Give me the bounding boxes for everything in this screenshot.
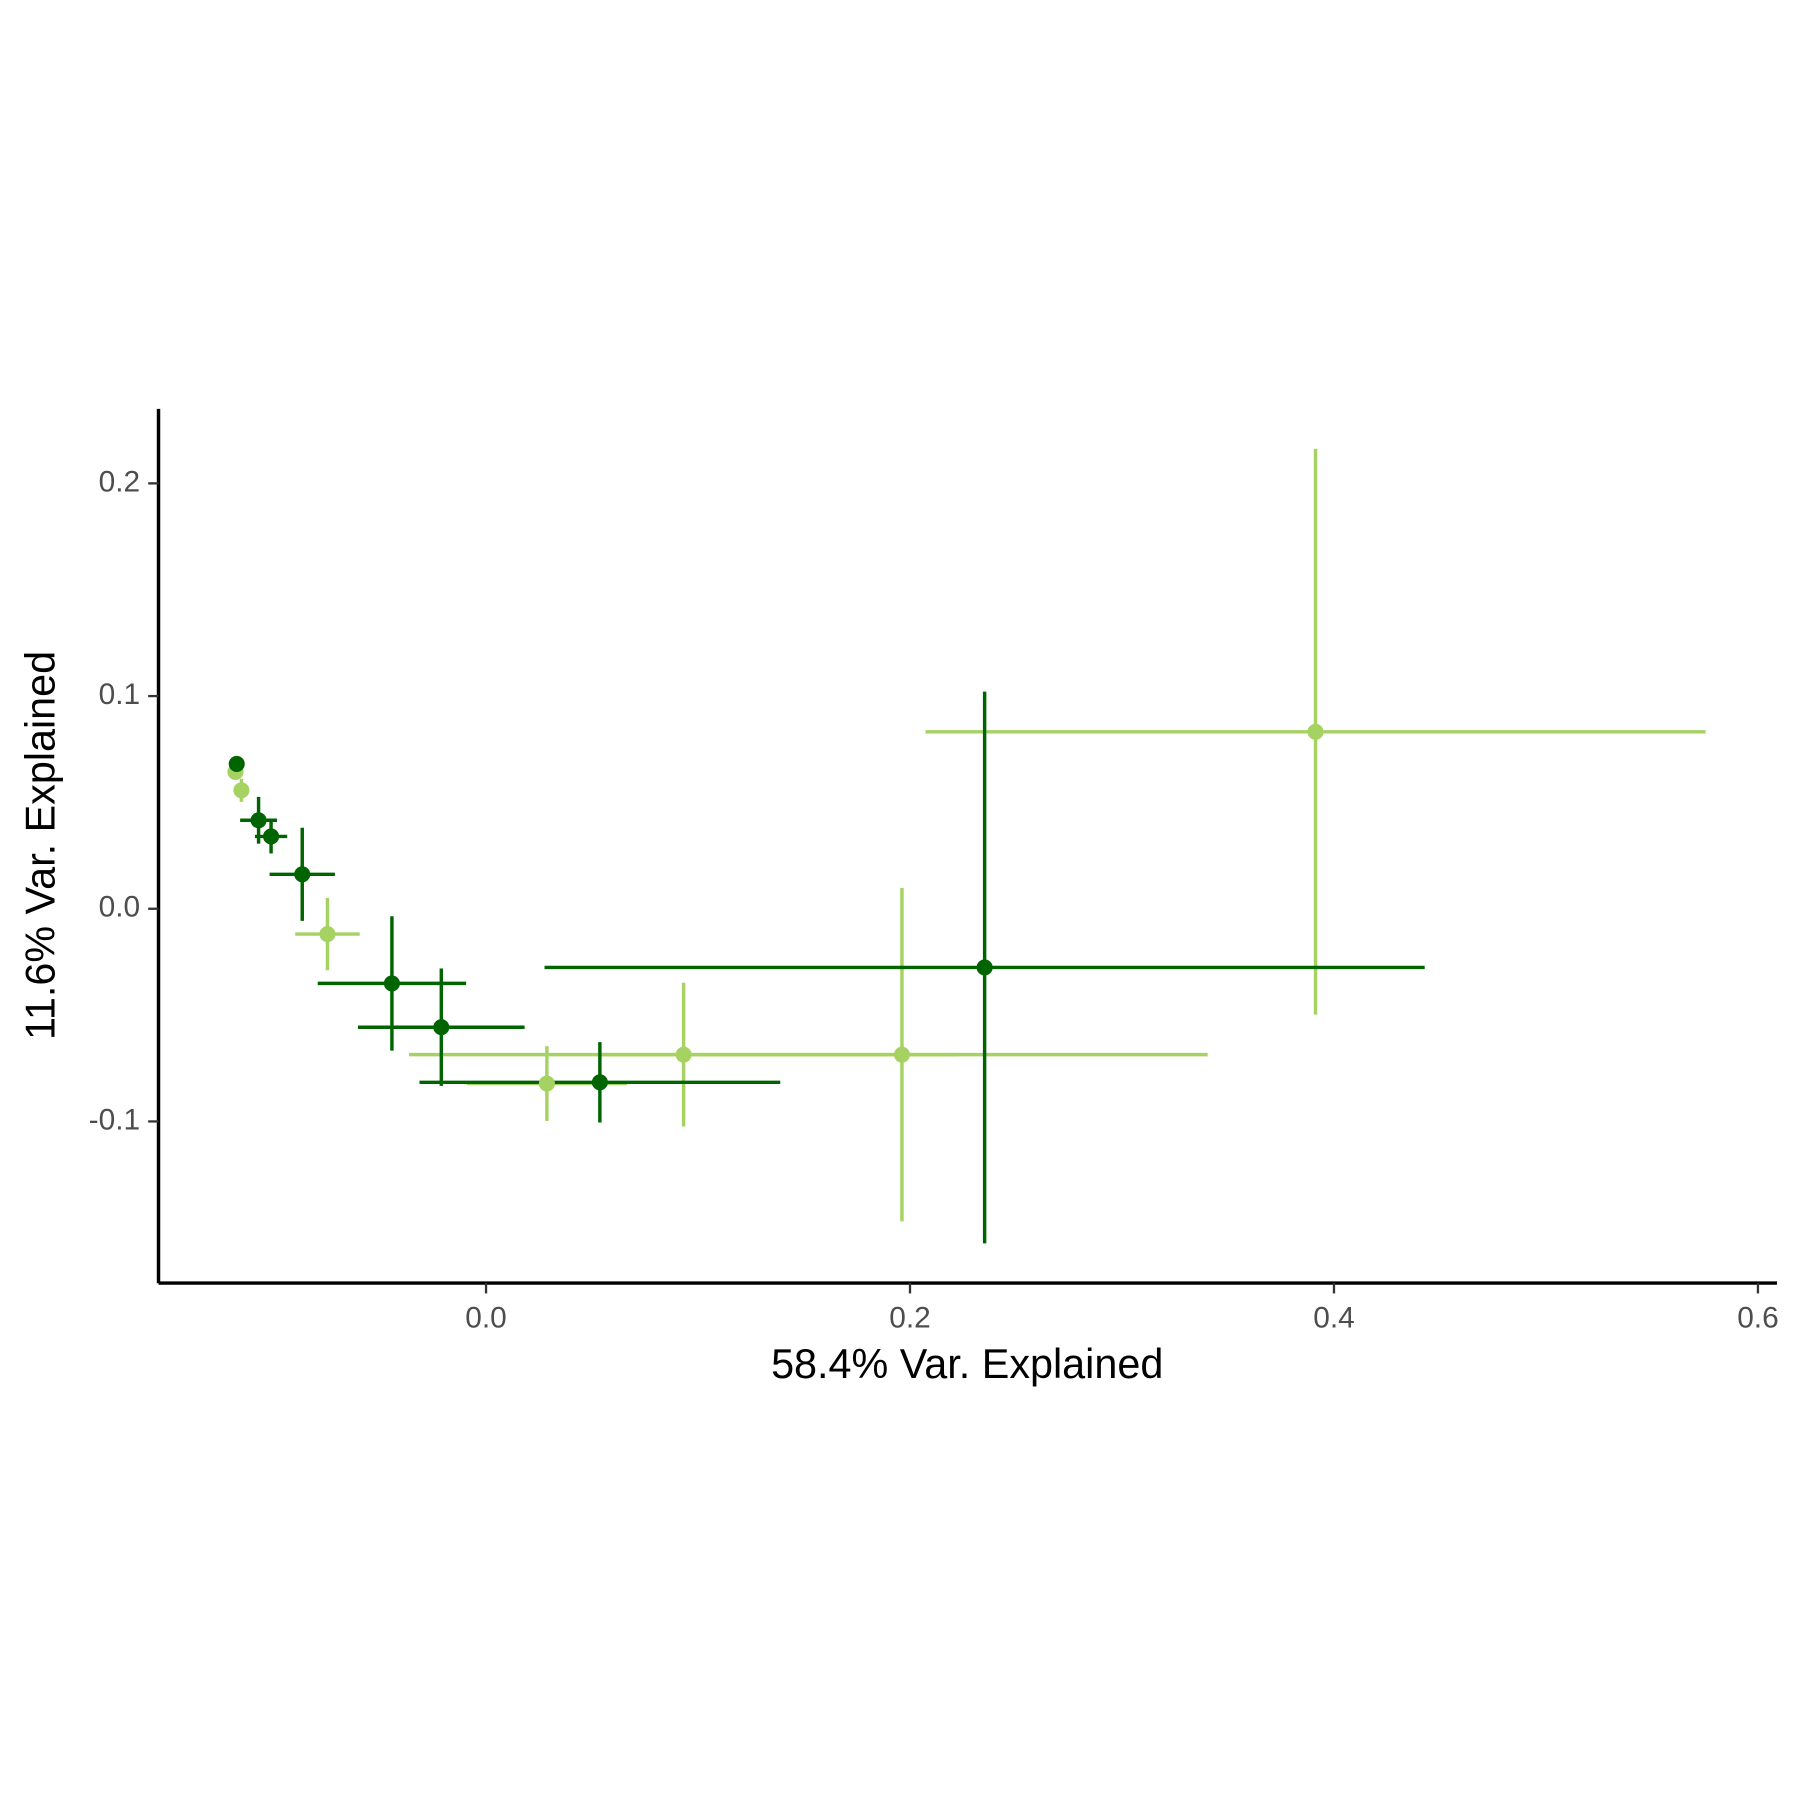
y-tick-label: 0.2 <box>99 465 141 498</box>
point <box>433 1019 450 1036</box>
x-tick-label: 0.4 <box>1313 1302 1355 1335</box>
point <box>319 926 336 943</box>
point <box>233 782 250 799</box>
point <box>591 1074 608 1091</box>
point <box>263 828 280 845</box>
point <box>250 812 267 829</box>
x-tick-label: 0.0 <box>465 1302 507 1335</box>
point <box>1307 723 1324 740</box>
point <box>675 1046 692 1063</box>
x-tick-label: 0.2 <box>889 1302 931 1335</box>
point <box>228 755 245 772</box>
point <box>383 975 400 992</box>
y-axis-title: 11.6% Var. Explained <box>18 651 64 1040</box>
y-tick-label: 0.1 <box>99 678 141 711</box>
y-tick-label: 0.0 <box>99 891 141 924</box>
y-tick-label: -0.1 <box>89 1103 140 1136</box>
x-axis-title: 58.4% Var. Explained <box>771 1341 1163 1387</box>
point <box>538 1075 555 1092</box>
point <box>294 866 311 883</box>
point <box>976 959 993 976</box>
x-tick-label: 0.6 <box>1737 1302 1779 1335</box>
point <box>893 1046 910 1063</box>
